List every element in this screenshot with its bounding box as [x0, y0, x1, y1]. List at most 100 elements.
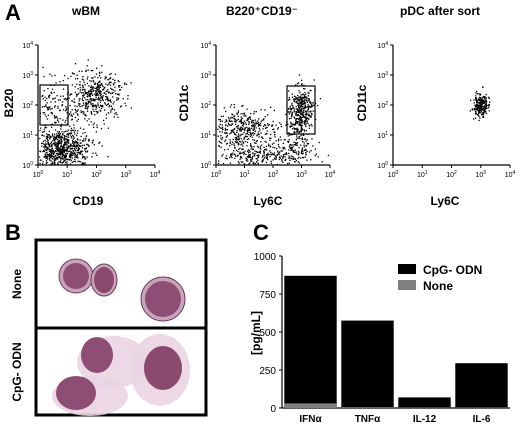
flow-dot: [241, 152, 243, 154]
flow-dot: [221, 138, 223, 141]
flow-dot: [71, 137, 73, 139]
flow-dot: [107, 103, 110, 105]
flow-dot: [480, 103, 483, 105]
bar-chart-ytick-label: 0: [270, 404, 276, 415]
flow-dot: [228, 120, 230, 122]
flow-plot-3-xtick-label: 102: [446, 170, 457, 179]
flow-dot: [99, 81, 101, 83]
flow-dot: [237, 135, 239, 137]
flow-dot: [299, 120, 301, 122]
flow-dot: [84, 113, 86, 115]
flow-dot: [479, 105, 481, 107]
flow-dot: [63, 157, 66, 159]
flow-dot: [311, 113, 313, 115]
flow-dot: [272, 159, 274, 161]
flow-dot: [290, 117, 292, 119]
flow-dot: [485, 107, 488, 110]
flow-dot: [304, 156, 306, 158]
flow-dot: [112, 89, 114, 91]
flow-dot: [54, 136, 56, 138]
flow-dot: [43, 105, 45, 108]
flow-dot: [84, 163, 86, 165]
flow-dot: [288, 141, 290, 143]
flow-dot: [71, 145, 73, 147]
flow-dot: [77, 148, 80, 150]
flow-dot: [100, 105, 102, 107]
flow-dot: [52, 150, 55, 152]
flow-dot: [230, 132, 232, 134]
flow-dot: [79, 139, 81, 141]
flow-dot: [249, 116, 251, 118]
flow-dot: [238, 139, 240, 141]
flow-dot: [266, 155, 268, 157]
flow-dot: [306, 116, 308, 119]
flow-dot: [256, 151, 259, 153]
flow-dot: [482, 115, 484, 117]
flow-dot: [488, 96, 490, 98]
flow-dot: [116, 99, 118, 101]
flow-dot: [130, 82, 132, 84]
flow-dot: [221, 131, 223, 133]
flow-dot: [64, 157, 66, 159]
flow-dot: [61, 133, 64, 136]
flow-dot: [92, 70, 94, 72]
flow-dot: [263, 146, 265, 148]
flow-dot: [96, 82, 99, 85]
flow-dot: [306, 100, 308, 102]
flow-dot: [484, 97, 486, 99]
flow-dot: [240, 138, 242, 140]
flow-dot: [288, 155, 290, 157]
flow-dot: [50, 112, 52, 114]
flow-dot: [218, 160, 220, 162]
flow-dot: [47, 140, 49, 142]
flow-dot: [59, 152, 62, 154]
flow-dot: [256, 154, 258, 157]
flow-dot: [73, 145, 75, 148]
flow-dot: [46, 118, 49, 120]
flow-dot: [60, 160, 62, 162]
flow-dot: [257, 125, 260, 127]
flow-dot: [59, 81, 61, 83]
legend-swatch-cpg-odn: [398, 264, 416, 274]
flow-dot: [86, 108, 88, 110]
flow-dot: [226, 142, 228, 145]
flow-dot: [110, 81, 112, 84]
flow-dot: [293, 141, 295, 143]
flow-dot: [97, 104, 99, 106]
flow-dot: [480, 102, 482, 104]
flow-dot: [86, 95, 88, 98]
flow-dot: [263, 157, 265, 160]
bar-none-2: [398, 407, 451, 408]
flow-dot: [58, 134, 61, 136]
flow-dot: [296, 128, 298, 130]
flow-dot: [60, 143, 62, 145]
legend-label-none: None: [423, 279, 453, 293]
flow-dot: [303, 120, 306, 122]
flow-dot: [223, 149, 226, 151]
flow-dot: [478, 107, 480, 109]
flow-dot: [53, 144, 56, 146]
flow-dot: [77, 88, 79, 90]
flow-dot: [57, 140, 60, 142]
flow-dot: [77, 93, 80, 95]
flow-dot: [76, 155, 78, 158]
flow-dot: [66, 149, 68, 151]
flow-dot: [118, 85, 120, 87]
flow-dot: [275, 156, 277, 158]
flow-dot: [84, 118, 86, 120]
flow-dot: [269, 137, 271, 139]
flow-dot: [249, 162, 251, 164]
flow-dot: [92, 88, 94, 90]
flow-dot: [240, 144, 242, 146]
flow-dot: [483, 100, 485, 102]
flow-dot: [474, 104, 476, 106]
flow-dot: [297, 104, 299, 106]
flow-dot: [252, 153, 254, 155]
flow-dot: [234, 137, 236, 139]
flow-dot: [295, 144, 297, 146]
flow-dot: [481, 112, 483, 114]
flow-dot: [304, 149, 306, 151]
flow-dot: [112, 103, 114, 105]
flow-dot: [241, 117, 243, 119]
flow-dot: [481, 107, 483, 109]
